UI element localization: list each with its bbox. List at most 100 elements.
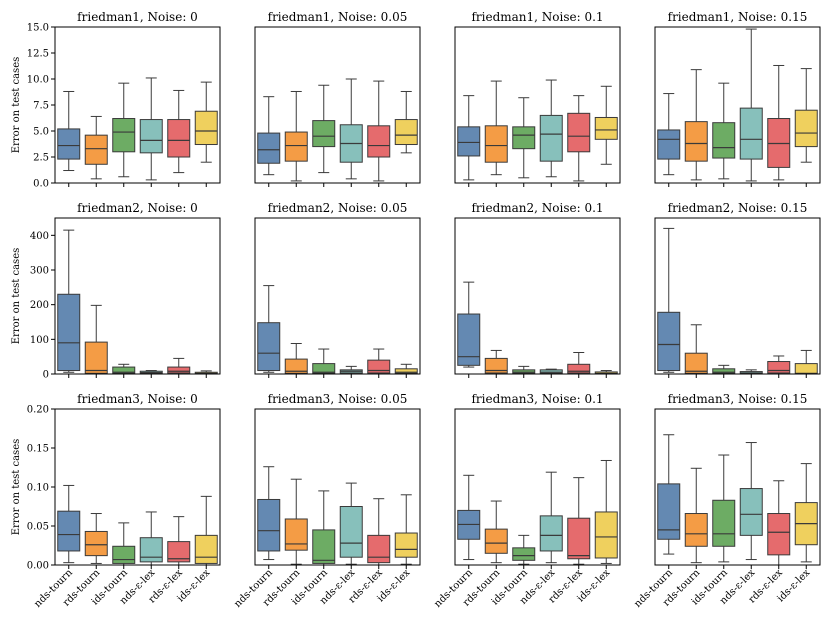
box-nds-tourn (457, 126, 481, 157)
panel-frame (254, 217, 421, 375)
box-ids-tourn (512, 126, 536, 150)
y-tick-label: 0.10 (27, 483, 49, 494)
box-ids-tourn (512, 369, 536, 374)
box-rds-tourn (484, 357, 508, 374)
panel-title: friedman2, Noise: 0 (77, 201, 198, 215)
y-tick-label: 2.5 (33, 153, 49, 164)
box-ids-tourn (712, 368, 736, 374)
panel-frame (254, 408, 421, 566)
y-axis-label: Error on test cases (11, 439, 22, 536)
y-tick-label: 7.5 (33, 101, 49, 112)
y-tick-label: 400 (30, 231, 49, 242)
box-rds-ε-lex (767, 513, 791, 556)
y-tick-label: 100 (30, 335, 49, 346)
box-rds-tourn (684, 121, 708, 162)
y-tick-label: 15.0 (27, 23, 49, 34)
panel-frame (54, 217, 221, 375)
box-ids-ε-lex (394, 368, 418, 374)
panel-frame (654, 26, 821, 184)
panel-title: friedman3, Noise: 0 (77, 392, 198, 406)
box-nds-tourn (657, 129, 681, 160)
panel-frame (454, 408, 621, 566)
box-rds-ε-lex (367, 125, 391, 158)
panel-title: friedman2, Noise: 0.15 (668, 201, 808, 215)
box-ids-ε-lex (594, 116, 618, 140)
box-ids-tourn (712, 122, 736, 159)
box-nds-tourn (57, 510, 81, 552)
box-ids-ε-lex (394, 119, 418, 146)
panel-title: friedman1, Noise: 0.05 (268, 10, 408, 24)
y-tick-label: 0.00 (27, 561, 49, 572)
panel-frame (254, 26, 421, 184)
box-ids-tourn (112, 118, 136, 153)
box-nds-ε-lex (739, 488, 763, 536)
box-ids-tourn (712, 499, 736, 547)
box-nds-tourn (257, 132, 281, 164)
box-nds-tourn (657, 311, 681, 372)
box-nds-ε-lex (339, 506, 363, 558)
box-rds-tourn (84, 341, 108, 374)
box-nds-tourn (257, 498, 281, 552)
box-ids-ε-lex (194, 110, 218, 146)
panel-frame (654, 408, 821, 566)
box-rds-tourn (684, 513, 708, 547)
box-ids-ε-lex (194, 534, 218, 564)
panel-frame (454, 26, 621, 184)
box-rds-tourn (484, 528, 508, 554)
box-nds-tourn (57, 293, 81, 372)
y-axis-label: Error on test cases (11, 248, 22, 345)
box-ids-tourn (312, 120, 336, 148)
panel-title: friedman2, Noise: 0.05 (268, 201, 408, 215)
panel-title: friedman3, Noise: 0.05 (268, 392, 408, 406)
panel-title: friedman2, Noise: 0.1 (471, 201, 603, 215)
y-tick-label: 5.0 (33, 127, 49, 138)
box-nds-tourn (657, 483, 681, 540)
box-ids-tourn (512, 547, 536, 561)
box-rds-ε-lex (167, 366, 191, 374)
y-tick-label: 0.20 (27, 405, 49, 416)
panel-title: friedman1, Noise: 0 (77, 10, 198, 24)
box-nds-ε-lex (539, 114, 563, 162)
panel-frame (454, 217, 621, 375)
panel-title: friedman1, Noise: 0.15 (668, 10, 808, 24)
box-rds-tourn (284, 518, 308, 551)
y-tick-label: 0.05 (27, 522, 49, 533)
panel-frame (654, 217, 821, 375)
box-ids-tourn (312, 363, 336, 374)
box-ids-tourn (112, 545, 136, 564)
box-nds-ε-lex (139, 119, 163, 154)
y-tick-label: 0.15 (27, 444, 49, 455)
box-ids-tourn (112, 366, 136, 374)
box-rds-ε-lex (367, 359, 391, 374)
panel-frame (54, 26, 221, 184)
panel-title: friedman1, Noise: 0.1 (471, 10, 603, 24)
box-rds-tourn (284, 131, 308, 162)
y-tick-label: 200 (30, 300, 49, 311)
box-rds-tourn (84, 134, 108, 165)
box-rds-ε-lex (367, 534, 391, 564)
box-rds-ε-lex (767, 361, 791, 374)
box-rds-ε-lex (167, 541, 191, 563)
y-tick-label: 300 (30, 266, 49, 277)
box-ids-ε-lex (794, 109, 818, 148)
box-nds-tourn (457, 313, 481, 366)
panel-title: friedman3, Noise: 0.15 (668, 392, 808, 406)
y-tick-label: 0.0 (33, 179, 49, 190)
box-ids-tourn (312, 529, 336, 564)
box-nds-ε-lex (739, 107, 763, 160)
box-nds-ε-lex (539, 515, 563, 552)
box-rds-ε-lex (567, 363, 591, 374)
box-rds-ε-lex (567, 517, 591, 560)
box-ids-ε-lex (394, 532, 418, 558)
y-tick-label: 10.0 (27, 75, 49, 86)
box-rds-ε-lex (167, 119, 191, 158)
box-nds-ε-lex (139, 537, 163, 563)
box-rds-tourn (484, 125, 508, 163)
box-rds-tourn (84, 530, 108, 557)
y-tick-label: 12.5 (27, 49, 49, 60)
box-rds-tourn (284, 358, 308, 374)
box-nds-tourn (257, 322, 281, 372)
box-nds-ε-lex (539, 369, 563, 374)
box-ids-ε-lex (594, 511, 618, 559)
